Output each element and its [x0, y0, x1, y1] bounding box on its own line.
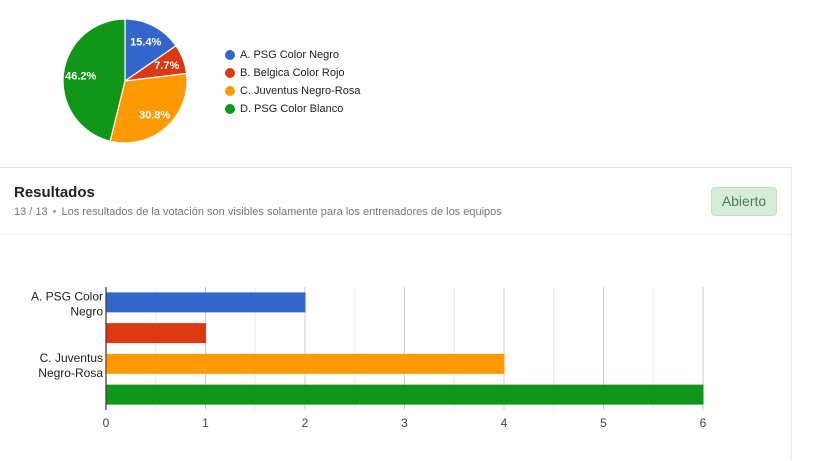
x-tick-label: 0 — [103, 416, 110, 430]
header-divider — [0, 234, 792, 235]
bar-a-psg-color-negro — [106, 292, 306, 313]
legend-label: B. Belgica Color Rojo — [240, 67, 345, 79]
legend-swatch — [225, 50, 235, 60]
bar-d-psg-color-blanco — [106, 384, 704, 405]
pie-slice-a-psg-color-negro — [124, 18, 177, 83]
pie-slice-label: 7.7% — [154, 60, 179, 72]
pie-slice-label: 15.4% — [130, 36, 161, 48]
results-subtitle: 13 / 13 • Los resultados de la votación so… — [14, 206, 502, 218]
pie-chart: 15.4% 7.7% 30.8% 46.2% — [62, 18, 188, 144]
legend-label: C. Juventus Negro-Rosa — [240, 85, 361, 97]
bar-c-juventus-negro-rosa — [106, 353, 505, 374]
category-label: C. Juventus Negro-Rosa — [38, 351, 103, 380]
legend-item-c-juventus-negro-rosa: C. Juventus Negro-Rosa — [225, 82, 360, 100]
bar-chart: A. PSG Color Negro C. Juventus Negro-Rosa 0 1… — [31, 287, 707, 430]
x-tick-label: 6 — [700, 416, 707, 430]
legend-swatch — [225, 86, 235, 96]
pie-legend: A. PSG Color Negro B. Belgica Color Rojo C… — [225, 46, 360, 118]
x-tick-label: 2 — [302, 416, 309, 430]
legend-label: A. PSG Color Negro — [240, 49, 340, 61]
status-badge[interactable]: Abierto — [711, 187, 777, 216]
bar-b-belgica-color-rojo — [106, 323, 206, 344]
pie-slice-label: 30.8% — [139, 109, 170, 121]
pie-slice-c-juventus-negro-rosa — [109, 72, 188, 144]
x-tick-label: 3 — [401, 416, 408, 430]
results-card: Resultados 13 / 13 • Los resultados de la … — [0, 167, 792, 460]
category-label: A. PSG Color Negro — [31, 289, 103, 318]
legend-swatch — [225, 104, 235, 114]
legend-swatch — [225, 68, 235, 78]
results-header: Resultados 13 / 13 • Los resultados de la … — [14, 184, 502, 218]
legend-label: D. PSG Color Blanco — [240, 103, 344, 115]
visibility-note: Los resultados de la votación son visibl… — [61, 206, 502, 218]
legend-item-b-belgica-color-rojo: B. Belgica Color Rojo — [225, 64, 360, 82]
pie-slice-label: 46.2% — [65, 71, 96, 83]
legend-item-a-psg-color-negro: A. PSG Color Negro — [225, 46, 360, 64]
results-title: Resultados — [14, 184, 95, 201]
x-tick-label: 4 — [501, 416, 508, 430]
x-tick-label: 5 — [600, 416, 607, 430]
legend-item-d-psg-color-blanco: D. PSG Color Blanco — [225, 100, 360, 118]
separator-dot: • — [52, 206, 57, 218]
pie-slice-d-psg-color-blanco — [62, 18, 126, 142]
pie-chart-section: 15.4% 7.7% 30.8% 46.2% A. PSG Color Negro B.… — [0, 0, 819, 160]
vote-count: 13 / 13 — [14, 206, 48, 218]
x-tick-label: 1 — [202, 416, 209, 430]
